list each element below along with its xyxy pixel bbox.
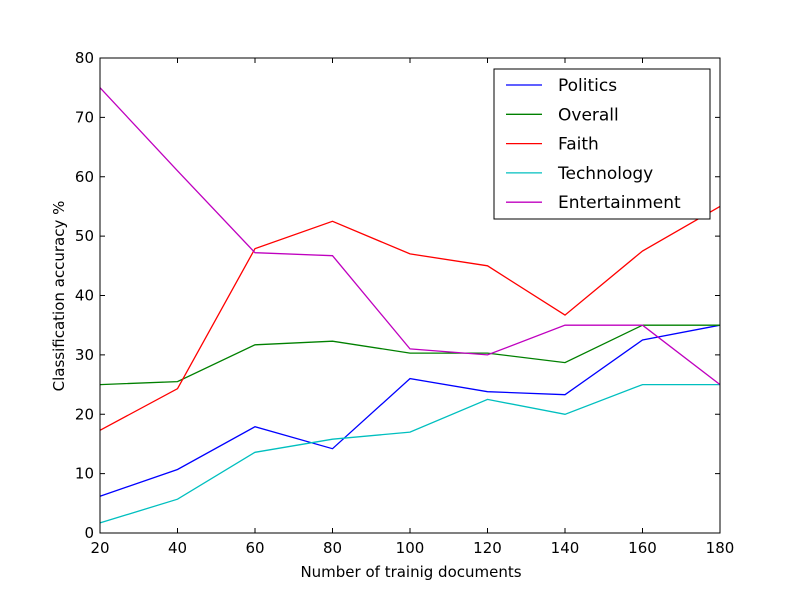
x-tick-label: 40 [168,539,187,557]
y-tick-label: 50 [75,227,94,245]
series-line-faith [99,205,721,431]
x-tick-label: 100 [396,539,425,557]
legend-label-faith: Faith [558,135,599,155]
x-tick-label: 180 [706,539,735,557]
axis-ticks: 20 40 60 80 100 120 140 160 180 0 10 20 30 40 50 60 70 80 [75,49,734,557]
legend-label-politics: Politics [558,76,617,96]
x-axis-label: Number of trainig documents [300,563,521,581]
y-tick-label: 80 [75,49,94,67]
y-tick-label: 0 [84,524,94,542]
x-tick-label: 60 [245,539,264,557]
x-tick-label: 80 [323,539,342,557]
series-line-technology [99,383,720,524]
series-line-entertainment [99,87,721,386]
x-tick-label: 120 [473,539,502,557]
legend-label-overall: Overall [558,105,619,125]
y-tick-label: 30 [75,346,94,364]
x-tick-label: 140 [551,539,580,557]
y-tick-label: 60 [75,168,94,186]
y-tick-label: 10 [75,465,94,483]
legend-label-entertainment: Entertainment [558,193,681,213]
x-tick-label: 20 [90,539,109,557]
y-tick-label: 70 [75,108,94,126]
y-tick-label: 40 [75,287,94,305]
legend-label-technology: Technology [557,164,653,184]
series-line-overall [99,324,720,386]
series-line-politics [99,324,721,497]
y-tick-label: 20 [75,405,94,423]
x-tick-label: 160 [628,539,657,557]
legend: Politics Overall Faith Technology Entertainm… [493,68,711,220]
y-axis-label: Classification accuracy % [50,201,68,392]
